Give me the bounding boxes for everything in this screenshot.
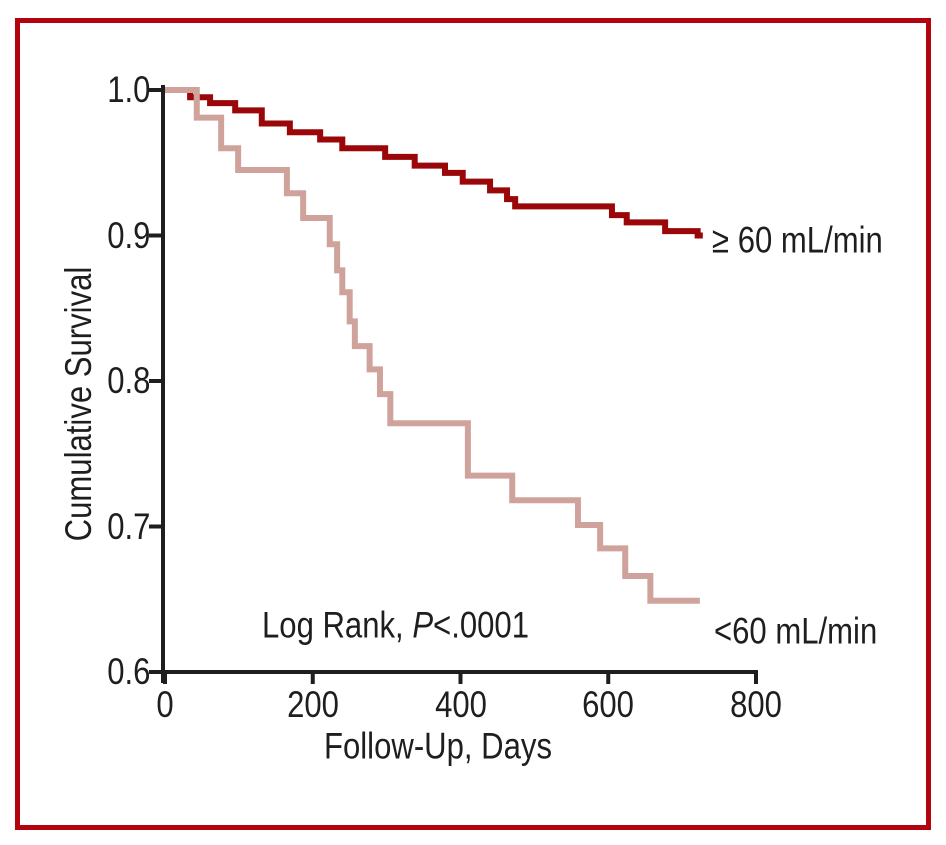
y-axis-title: Cumulative Survival bbox=[58, 266, 99, 542]
series-label-lt60-wrap: <60 mL/min bbox=[714, 610, 908, 653]
series-label-ge60: ≥ 60 mL/min bbox=[712, 219, 883, 261]
figure-border bbox=[15, 18, 931, 830]
y-axis-title-wrap: Cumulative Survival bbox=[58, 241, 100, 568]
series-label-lt60: <60 mL/min bbox=[714, 610, 878, 652]
series-label-ge60-wrap: ≥ 60 mL/min bbox=[712, 219, 915, 262]
log-rank-prefix: Log Rank, bbox=[262, 604, 413, 646]
survival-curve-ge60 bbox=[165, 87, 703, 239]
x-axis-title: Follow-Up, Days bbox=[324, 725, 552, 767]
log-rank-suffix: <.0001 bbox=[433, 604, 529, 646]
log-rank-p-italic: P bbox=[412, 604, 434, 646]
survival-curve-lt60 bbox=[165, 87, 700, 604]
log-rank-text: Log Rank, P<.0001 bbox=[262, 604, 529, 647]
log-rank-annotation: Log Rank, P<.0001 bbox=[262, 604, 580, 647]
x-axis-title-wrap: Follow-Up, Days bbox=[302, 725, 573, 768]
